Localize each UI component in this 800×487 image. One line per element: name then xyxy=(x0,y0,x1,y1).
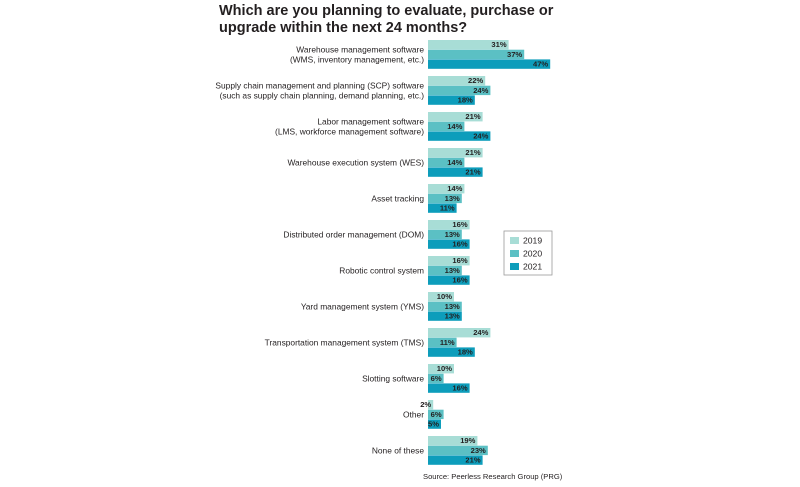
bar-other-2020 xyxy=(428,409,444,420)
data-label-yard-management-system-yms-2021: 13% xyxy=(445,312,460,321)
bar-slotting-software-2021 xyxy=(428,383,470,393)
bar-distributed-order-management-dom-2019 xyxy=(428,220,470,230)
bar-warehouse-management-software-2021 xyxy=(428,59,551,69)
bar-robotic-control-system-2021 xyxy=(428,275,470,285)
bar-distributed-order-management-dom-2021 xyxy=(428,239,470,249)
category-label-yard-management-system-yms: Yard management system (YMS) xyxy=(301,301,424,311)
data-label-other-2021: 5% xyxy=(428,420,439,429)
bar-distributed-order-management-dom-2020 xyxy=(428,229,462,240)
legend-label-2020: 2020 xyxy=(523,249,542,259)
data-label-other-2020: 6% xyxy=(431,410,442,419)
data-label-none-of-these-2021: 21% xyxy=(465,456,480,465)
category-label-transportation-management-system-tms: Transportation management system (TMS) xyxy=(265,337,425,347)
bar-none-of-these-2020 xyxy=(428,445,488,456)
data-label-supply-chain-management-and-planning-scp-software-2021: 18% xyxy=(458,96,473,105)
bar-robotic-control-system-2020 xyxy=(428,265,462,276)
legend-swatch-2019 xyxy=(510,237,519,244)
source-note: Source: Peerless Research Group (PRG) xyxy=(423,472,563,481)
category-label-warehouse-management-software: Warehouse management software xyxy=(296,44,424,54)
data-label-asset-tracking-2021: 11% xyxy=(440,204,455,213)
legend-label-2019: 2019 xyxy=(523,236,542,246)
bar-labor-management-software-2019 xyxy=(428,112,483,122)
category-label-other: Other xyxy=(403,409,424,419)
category-label-supply-chain-management-and-planning-scp-software: Supply chain management and planning (SC… xyxy=(215,80,424,90)
data-label-other-2019: 2% xyxy=(420,400,431,409)
bar-supply-chain-management-and-planning-scp-software-2020 xyxy=(428,85,491,96)
data-label-asset-tracking-2020: 13% xyxy=(445,194,460,203)
data-label-robotic-control-system-2019: 16% xyxy=(452,256,467,265)
bar-supply-chain-management-and-planning-scp-software-2021 xyxy=(428,95,475,105)
chart-title: Which are you planning to evaluate, purc… xyxy=(219,3,554,36)
bar-yard-management-system-yms-2020 xyxy=(428,301,462,312)
category-label-asset-tracking: Asset tracking xyxy=(371,193,424,203)
data-label-slotting-software-2019: 10% xyxy=(437,364,452,373)
bar-yard-management-system-yms-2019 xyxy=(428,292,454,302)
data-label-labor-management-software-2021: 24% xyxy=(473,132,488,141)
data-label-labor-management-software-2020: 14% xyxy=(447,122,462,131)
bar-other-2019 xyxy=(428,400,434,410)
data-label-distributed-order-management-dom-2020: 13% xyxy=(445,230,460,239)
bar-warehouse-management-software-2019 xyxy=(428,40,509,50)
legend-label-2021: 2021 xyxy=(523,262,542,272)
data-label-transportation-management-system-tms-2020: 11% xyxy=(440,338,455,347)
bar-asset-tracking-2020 xyxy=(428,193,462,204)
data-label-transportation-management-system-tms-2019: 24% xyxy=(473,328,488,337)
category-label-warehouse-execution-system-wes: Warehouse execution system (WES) xyxy=(287,157,424,167)
bar-warehouse-execution-system-wes-2019 xyxy=(428,148,483,158)
category-label-supply-chain-management-and-planning-scp-software-line2: (such as supply chain planning, demand p… xyxy=(220,90,425,100)
bar-warehouse-management-software-2020 xyxy=(428,49,525,60)
bar-slotting-software-2019 xyxy=(428,364,454,374)
category-label-robotic-control-system: Robotic control system xyxy=(339,265,424,275)
data-label-slotting-software-2021: 16% xyxy=(452,384,467,393)
data-label-warehouse-management-software-2021: 47% xyxy=(533,60,548,69)
data-label-none-of-these-2019: 19% xyxy=(460,436,475,445)
category-label-distributed-order-management-dom: Distributed order management (DOM) xyxy=(283,229,424,239)
bar-other-2021 xyxy=(428,419,441,429)
data-label-transportation-management-system-tms-2021: 18% xyxy=(458,348,473,357)
bar-none-of-these-2021 xyxy=(428,455,483,465)
bar-slotting-software-2020 xyxy=(428,373,444,384)
data-label-warehouse-execution-system-wes-2019: 21% xyxy=(465,148,480,157)
legend-swatch-2021 xyxy=(510,263,519,270)
data-label-slotting-software-2020: 6% xyxy=(431,374,442,383)
bar-asset-tracking-2021 xyxy=(428,203,457,213)
data-label-supply-chain-management-and-planning-scp-software-2019: 22% xyxy=(468,76,483,85)
bar-warehouse-execution-system-wes-2021 xyxy=(428,167,483,177)
data-label-distributed-order-management-dom-2021: 16% xyxy=(452,240,467,249)
data-label-robotic-control-system-2021: 16% xyxy=(452,276,467,285)
data-label-warehouse-management-software-2019: 31% xyxy=(491,40,506,49)
bar-supply-chain-management-and-planning-scp-software-2019 xyxy=(428,76,486,86)
bar-warehouse-execution-system-wes-2020 xyxy=(428,157,465,168)
bar-transportation-management-system-tms-2021 xyxy=(428,347,475,357)
category-label-warehouse-management-software-line2: (WMS, inventory management, etc.) xyxy=(290,54,424,64)
data-label-labor-management-software-2019: 21% xyxy=(465,112,480,121)
bar-labor-management-software-2021 xyxy=(428,131,491,141)
bar-asset-tracking-2019 xyxy=(428,184,465,194)
legend-swatch-2020 xyxy=(510,250,519,257)
data-label-none-of-these-2020: 23% xyxy=(471,446,486,455)
bar-transportation-management-system-tms-2019 xyxy=(428,328,491,338)
category-label-none-of-these: None of these xyxy=(372,445,424,455)
data-label-supply-chain-management-and-planning-scp-software-2020: 24% xyxy=(473,86,488,95)
data-label-asset-tracking-2019: 14% xyxy=(447,184,462,193)
category-label-slotting-software: Slotting software xyxy=(362,373,424,383)
data-label-yard-management-system-yms-2020: 13% xyxy=(445,302,460,311)
category-label-labor-management-software: Labor management software xyxy=(317,116,424,126)
bar-labor-management-software-2020 xyxy=(428,121,465,132)
data-label-robotic-control-system-2020: 13% xyxy=(445,266,460,275)
bar-yard-management-system-yms-2021 xyxy=(428,311,462,321)
bar-transportation-management-system-tms-2020 xyxy=(428,337,457,348)
data-label-warehouse-execution-system-wes-2020: 14% xyxy=(447,158,462,167)
bar-robotic-control-system-2019 xyxy=(428,256,470,266)
data-label-warehouse-management-software-2020: 37% xyxy=(507,50,522,59)
data-label-warehouse-execution-system-wes-2021: 21% xyxy=(465,168,480,177)
data-label-yard-management-system-yms-2019: 10% xyxy=(437,292,452,301)
bar-none-of-these-2019 xyxy=(428,436,478,446)
category-label-labor-management-software-line2: (LMS, workforce management software) xyxy=(275,126,424,136)
data-label-distributed-order-management-dom-2019: 16% xyxy=(452,220,467,229)
